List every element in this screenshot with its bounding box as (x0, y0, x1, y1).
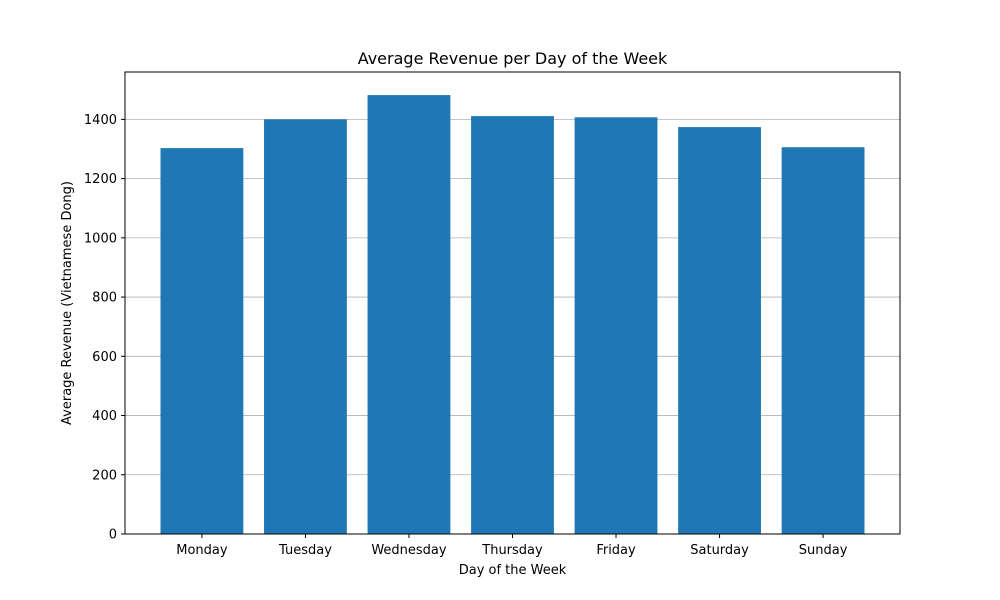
bar-sunday (781, 147, 865, 534)
y-tick-label: 600 (92, 350, 117, 365)
x-tick-label: Sunday (799, 543, 848, 558)
y-tick-label: 1200 (84, 172, 117, 187)
x-tick-label: Wednesday (371, 543, 447, 558)
x-tick-label: Thursday (481, 543, 543, 558)
x-axis-ticks: Monday Tuesday Wednesday Thursday Friday Satu… (176, 534, 848, 558)
y-tick-label: 200 (92, 468, 117, 483)
chart-title: Average Revenue per Day of the Week (358, 49, 668, 68)
bar-monday (160, 148, 244, 534)
y-tick-label: 800 (92, 291, 117, 306)
bars (160, 95, 865, 535)
bar-saturday (678, 127, 761, 534)
bar-wednesday (367, 95, 451, 534)
y-tick-label: 0 (109, 528, 117, 543)
x-tick-label: Friday (596, 543, 636, 558)
bar-thursday (471, 116, 554, 534)
y-axis-label: Average Revenue (Vietnamese Dong) (60, 181, 75, 425)
x-axis-label: Day of the Week (459, 563, 567, 578)
y-tick-label: 1000 (84, 231, 117, 246)
y-tick-label: 400 (92, 409, 117, 424)
bar-friday (574, 117, 658, 535)
y-axis-ticks: 0 200 400 600 800 1000 1200 1400 (84, 113, 125, 543)
y-tick-label: 1400 (84, 113, 117, 128)
x-tick-label: Tuesday (278, 543, 332, 558)
x-tick-label: Monday (176, 543, 228, 558)
x-tick-label: Saturday (690, 543, 749, 558)
bar-tuesday (264, 119, 347, 534)
